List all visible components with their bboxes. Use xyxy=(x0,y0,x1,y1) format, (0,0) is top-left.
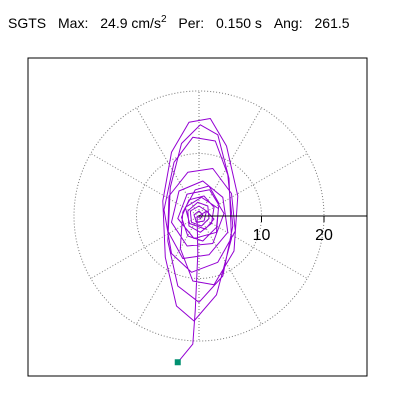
motion-trace-group xyxy=(162,118,239,366)
x-tick-label-20: 20 xyxy=(315,227,333,244)
axis-group: 10 20 xyxy=(199,215,367,244)
max-exponent: 2 xyxy=(160,14,167,25)
plot-frame xyxy=(27,57,368,377)
motion-trace-line xyxy=(162,118,239,363)
max-value-text: 24.9 cm/s xyxy=(100,14,161,31)
ang-value: 261.5 xyxy=(314,14,350,31)
ang-label: Ang: xyxy=(273,14,303,31)
max-value: 24.9 cm/s2 xyxy=(100,14,166,31)
max-label: Max: xyxy=(58,14,89,31)
x-tick-label-10: 10 xyxy=(253,227,271,244)
plot-header: SGTS Max: 24.9 cm/s2 Per: 0.150 s Ang: 2… xyxy=(8,14,358,38)
per-label: Per: xyxy=(178,14,205,31)
station-code: SGTS xyxy=(8,14,47,31)
per-value: 0.150 s xyxy=(215,14,262,31)
trace-endpoint-marker xyxy=(174,359,181,366)
